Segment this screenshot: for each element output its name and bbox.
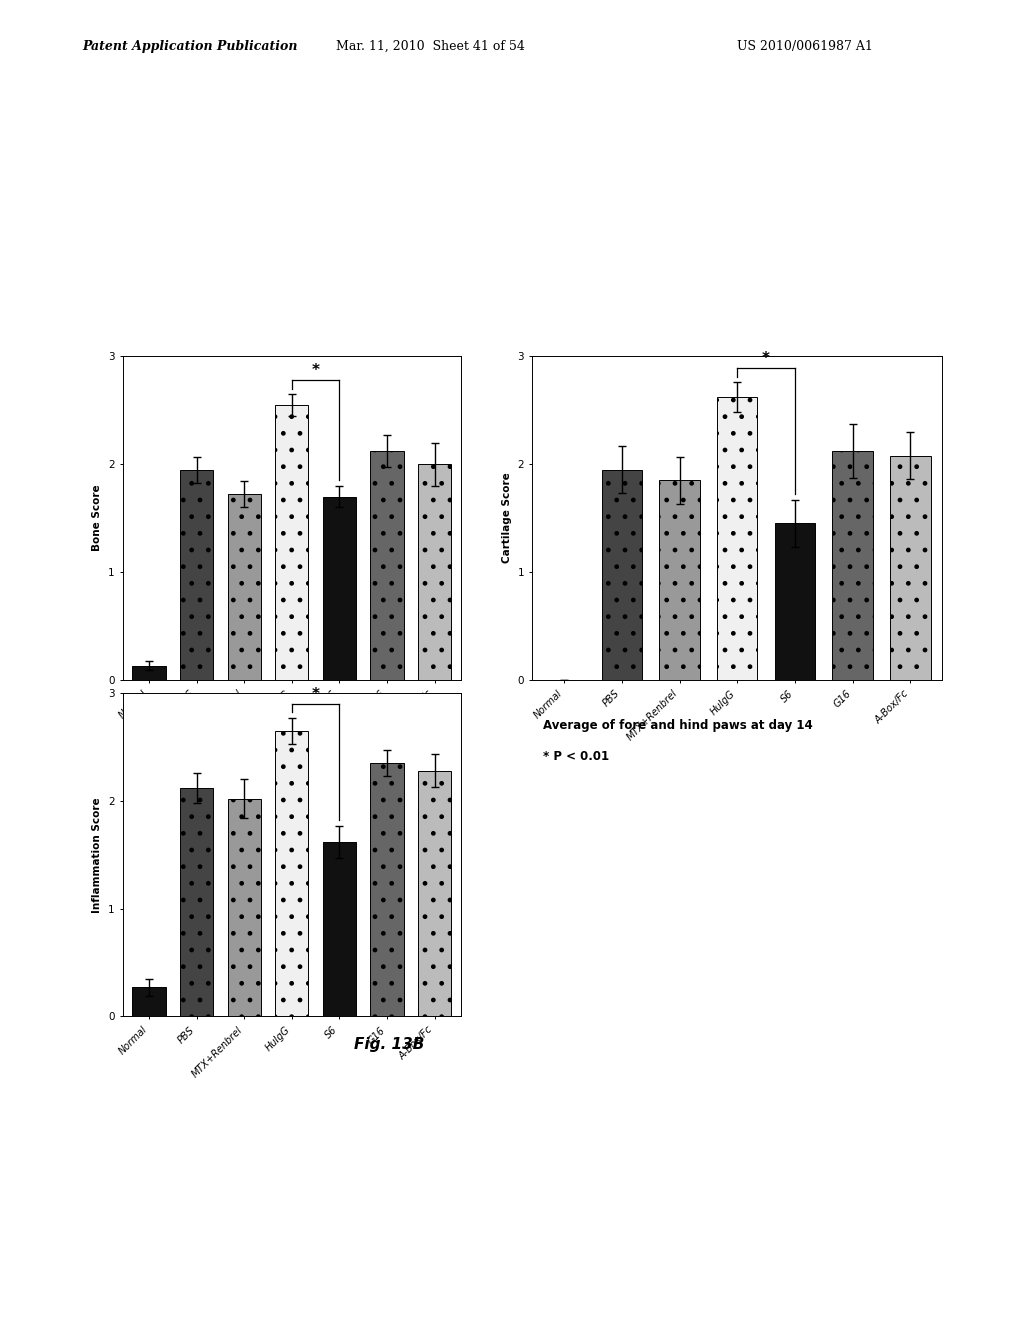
Bar — [659, 480, 699, 680]
Bar — [833, 451, 872, 680]
Text: US 2010/0061987 A1: US 2010/0061987 A1 — [737, 40, 873, 53]
Bar — [323, 496, 356, 680]
Bar — [180, 788, 213, 1016]
Text: Average of fore and hind paws at day 14: Average of fore and hind paws at day 14 — [543, 719, 812, 733]
Y-axis label: Cartilage Score: Cartilage Score — [502, 473, 512, 564]
Bar — [775, 524, 815, 680]
Bar — [227, 495, 261, 680]
Text: Fig. 13B: Fig. 13B — [354, 1038, 424, 1052]
Y-axis label: Bone Score: Bone Score — [92, 484, 102, 552]
Bar — [132, 665, 166, 680]
Y-axis label: Inflammation Score: Inflammation Score — [92, 797, 102, 912]
Bar — [890, 455, 931, 680]
Bar — [227, 799, 261, 1016]
Text: *: * — [311, 686, 319, 702]
Bar — [371, 763, 403, 1016]
Bar — [371, 451, 403, 680]
Bar — [602, 470, 642, 680]
Bar — [180, 470, 213, 680]
Bar — [323, 842, 356, 1016]
Bar — [275, 731, 308, 1016]
Bar — [132, 987, 166, 1016]
Text: Mar. 11, 2010  Sheet 41 of 54: Mar. 11, 2010 Sheet 41 of 54 — [336, 40, 524, 53]
Bar — [418, 771, 452, 1016]
Bar — [418, 465, 452, 680]
Text: *: * — [762, 351, 770, 366]
Text: * P < 0.01: * P < 0.01 — [543, 750, 609, 763]
Bar — [717, 397, 758, 680]
Text: *: * — [311, 363, 319, 378]
Bar — [275, 405, 308, 680]
Text: Patent Application Publication: Patent Application Publication — [82, 40, 297, 53]
